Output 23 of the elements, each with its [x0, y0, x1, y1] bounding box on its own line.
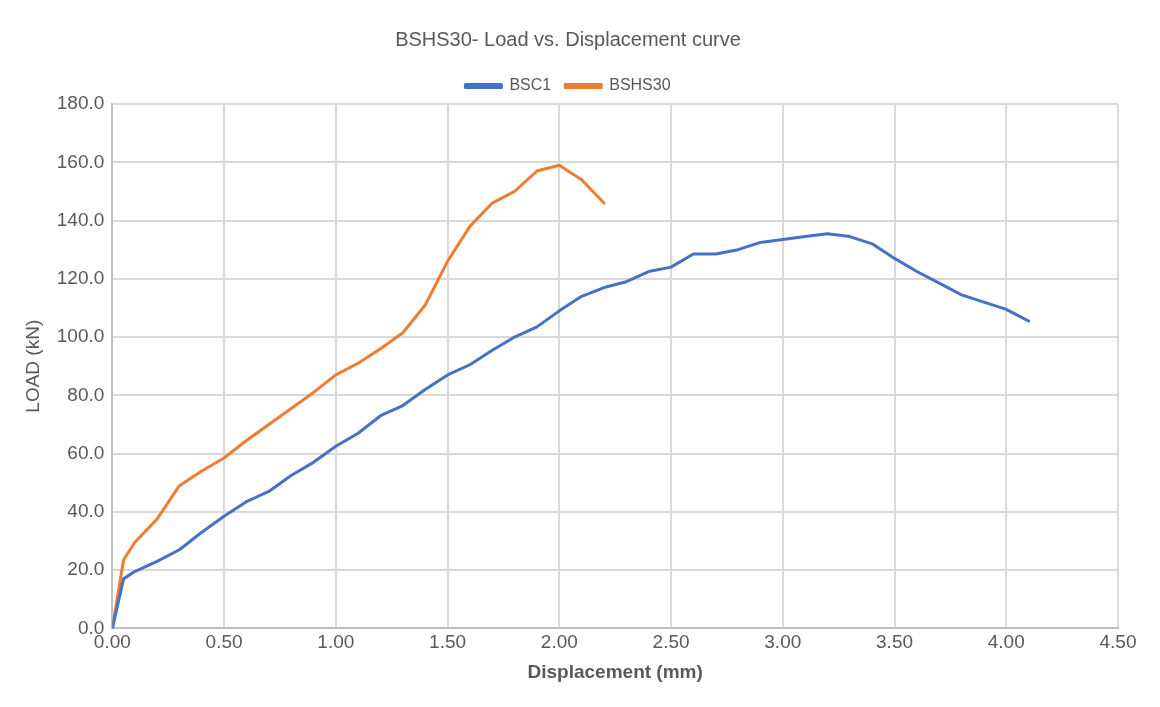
x-tick-label: 4.00: [987, 631, 1025, 653]
legend-label: BSHS30: [609, 76, 671, 94]
x-tick-label: 3.00: [764, 631, 802, 653]
chart-title: BSHS30- Load vs. Displacement curve: [395, 27, 741, 50]
x-axis-title: Displacement (mm): [527, 660, 703, 682]
y-tick-label: 180.0: [56, 92, 105, 114]
x-tick-label: 2.00: [540, 631, 578, 653]
x-tick-label: 1.50: [429, 631, 467, 653]
y-tick-label: 20.0: [67, 558, 105, 580]
x-tick-label: 4.50: [1099, 631, 1137, 653]
y-tick-label: 40.0: [67, 500, 105, 522]
y-tick-label: 120.0: [56, 267, 105, 289]
x-tick-label: 1.00: [317, 631, 355, 653]
x-tick-label: 3.50: [876, 631, 914, 653]
y-tick-label: 140.0: [56, 208, 105, 230]
y-tick-label: 160.0: [56, 150, 105, 172]
x-tick-label: 0.50: [205, 631, 243, 653]
y-tick-label: 100.0: [56, 325, 105, 347]
legend-label: BSC1: [509, 76, 552, 94]
y-axis-title: LOAD (kN): [21, 319, 43, 413]
y-tick-label: 80.0: [67, 383, 105, 405]
x-tick-label: 2.50: [652, 631, 690, 653]
y-tick-label: 60.0: [67, 441, 105, 463]
